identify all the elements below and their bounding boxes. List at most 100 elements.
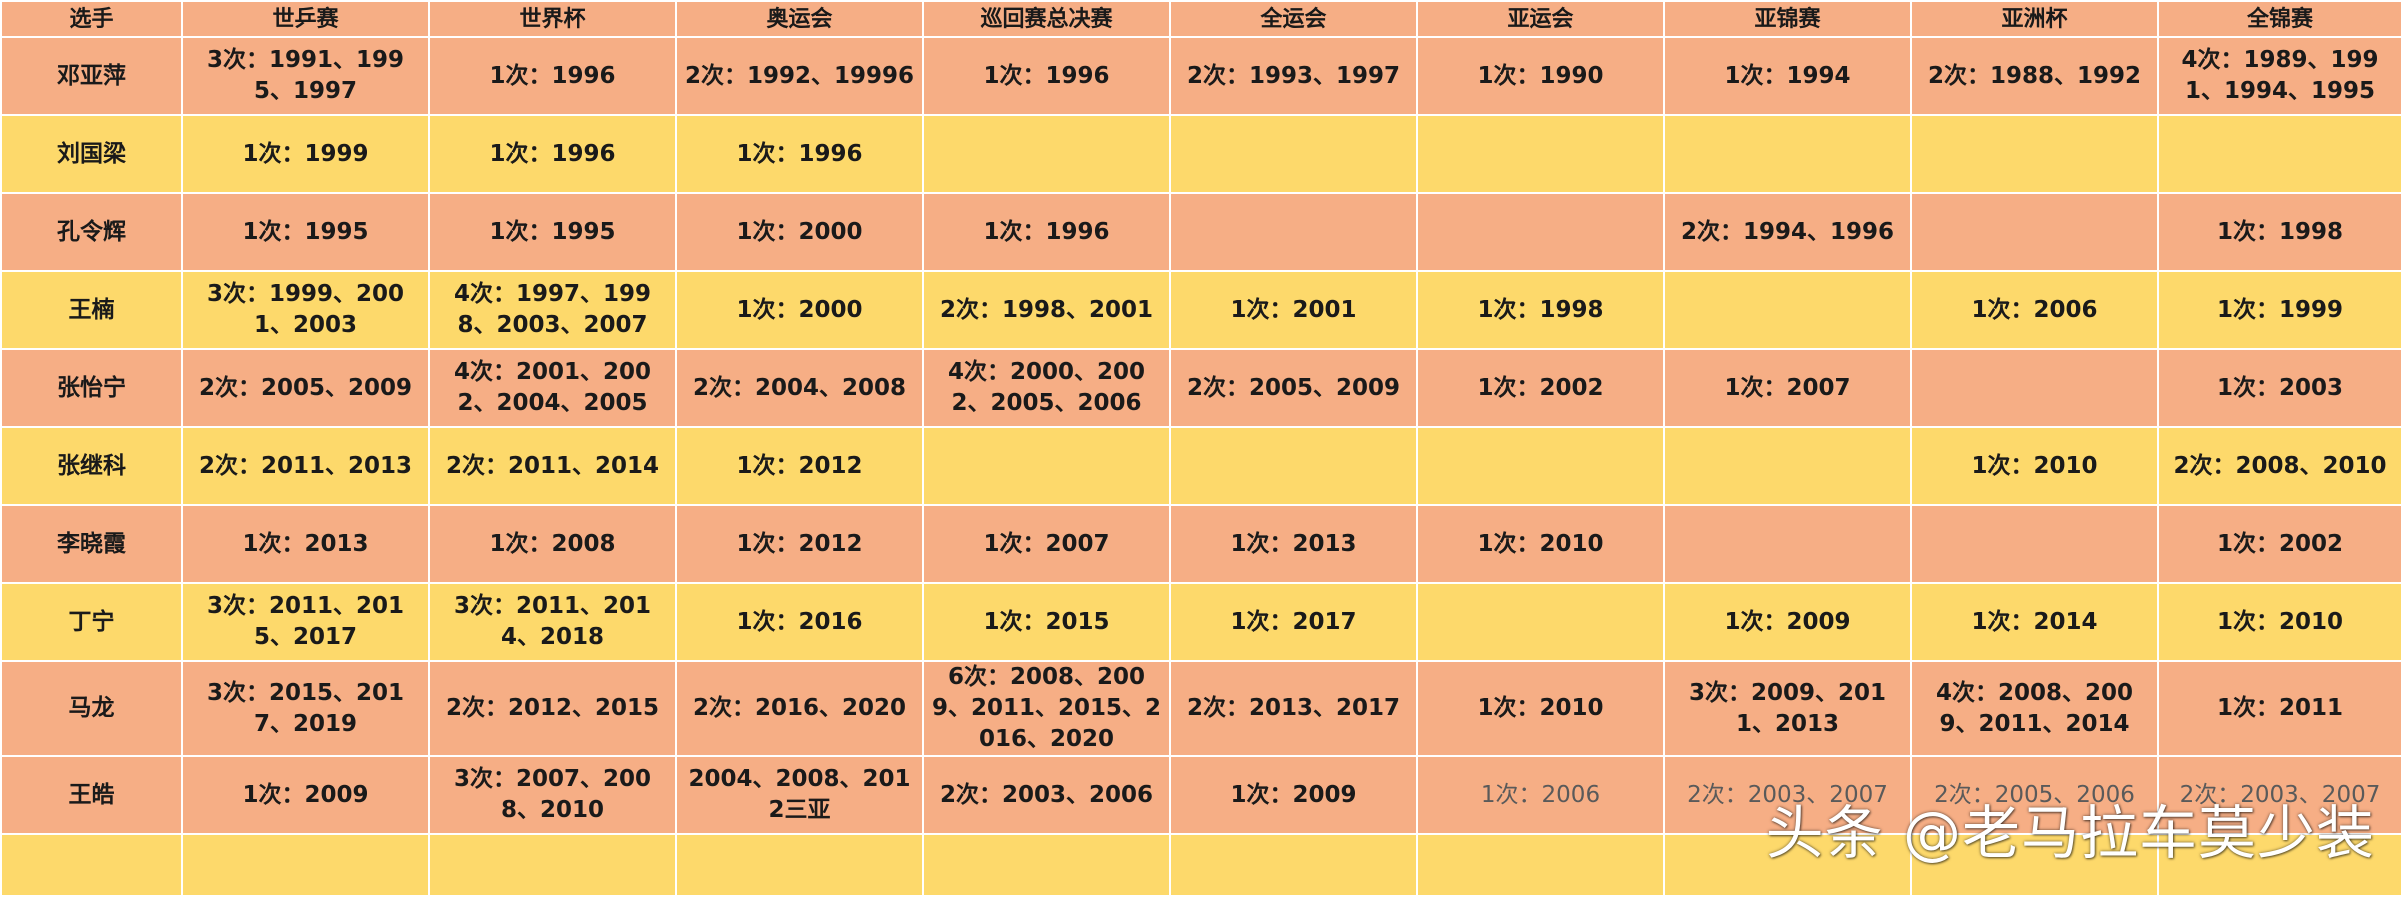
table-cell: 2次：2005、2009	[181, 348, 430, 428]
table-cell	[1910, 348, 2159, 428]
table-cell	[922, 426, 1171, 506]
header-asian-games: 亚运会	[1416, 0, 1665, 38]
header-world-championships: 世乒赛	[181, 0, 430, 38]
table-cell: 2次：2005、2006	[1910, 755, 2159, 835]
table-cell: 1次：1995	[181, 192, 430, 272]
table-cell	[1663, 426, 1912, 506]
table-cell	[675, 833, 924, 897]
table-cell: 1次：2000	[675, 270, 924, 350]
table-cell: 3次：1999、2001、2003	[181, 270, 430, 350]
table-cell: 2次：2016、2020	[675, 660, 924, 757]
table-cell: 2次：1992、19996	[675, 36, 924, 116]
table-row: 孔令辉 1次：1995 1次：1995 1次：2000 1次：1996 2次：1…	[0, 192, 2401, 272]
table-cell: 1次：2000	[675, 192, 924, 272]
player-name: 丁宁	[0, 582, 183, 662]
player-name: 刘国梁	[0, 114, 183, 194]
table-cell: 1次：2009	[1169, 755, 1418, 835]
table-cell: 4次：2001、2002、2004、2005	[428, 348, 677, 428]
table-cell: 1次：2011	[2157, 660, 2401, 757]
table-cell: 1次：2017	[1169, 582, 1418, 662]
table-cell: 1次：2009	[1663, 582, 1912, 662]
table-row: 马龙 3次：2015、2017、2019 2次：2012、2015 2次：201…	[0, 660, 2401, 757]
table-cell: 1次：2002	[1416, 348, 1665, 428]
table-row: 王皓 1次：2009 3次：2007、2008、2010 2004、2008、2…	[0, 755, 2401, 835]
table-cell	[1169, 192, 1418, 272]
table-cell: 4次：2008、2009、2011、2014	[1910, 660, 2159, 757]
table-cell: 1次：2006	[1910, 270, 2159, 350]
table-cell	[922, 114, 1171, 194]
table-row: 王楠 3次：1999、2001、2003 4次：1997、1998、2003、2…	[0, 270, 2401, 350]
table-row: 李晓霞 1次：2013 1次：2008 1次：2012 1次：2007 1次：2…	[0, 504, 2401, 584]
header-world-cup: 世界杯	[428, 0, 677, 38]
table-cell: 1次：2008	[428, 504, 677, 584]
table-row	[0, 833, 2401, 897]
table-cell: 1次：1996	[922, 192, 1171, 272]
table-cell: 2次：1994、1996	[1663, 192, 1912, 272]
table-cell	[1416, 192, 1665, 272]
player-name: 张继科	[0, 426, 183, 506]
table-cell	[1663, 114, 1912, 194]
header-national-games: 全运会	[1169, 0, 1418, 38]
header-row: 选手 世乒赛 世界杯 奥运会 巡回赛总决赛 全运会 亚运会 亚锦赛 亚洲杯 全锦…	[0, 0, 2401, 38]
table-cell: 4次：1989、1991、1994、1995	[2157, 36, 2401, 116]
table-cell: 1次：2016	[675, 582, 924, 662]
table-cell: 1次：2013	[1169, 504, 1418, 584]
table-cell	[1910, 504, 2159, 584]
table-cell	[1663, 270, 1912, 350]
table-row: 刘国梁 1次：1999 1次：1996 1次：1996	[0, 114, 2401, 194]
table-cell: 2次：2004、2008	[675, 348, 924, 428]
table-cell	[428, 833, 677, 897]
table-cell: 1次：1996	[922, 36, 1171, 116]
table-cell: 1次：2012	[675, 504, 924, 584]
table-cell: 3次：1991、1995、1997	[181, 36, 430, 116]
table-cell: 1次：1990	[1416, 36, 1665, 116]
table-cell: 2次：1998、2001	[922, 270, 1171, 350]
table-cell	[1910, 833, 2159, 897]
table-cell: 1次：2007	[922, 504, 1171, 584]
table-cell: 2次：2003、2007	[1663, 755, 1912, 835]
table-cell	[181, 833, 430, 897]
table-cell: 1次：2003	[2157, 348, 2401, 428]
table-cell: 1次：2014	[1910, 582, 2159, 662]
table-cell: 1次：2013	[181, 504, 430, 584]
table-row: 张继科 2次：2011、2013 2次：2011、2014 1次：2012 1次…	[0, 426, 2401, 506]
table-cell: 3次：2007、2008、2010	[428, 755, 677, 835]
table-cell	[1910, 114, 2159, 194]
player-name: 孔令辉	[0, 192, 183, 272]
table-cell: 1次：2010	[1416, 660, 1665, 757]
header-national-championships: 全锦赛	[2157, 0, 2401, 38]
table-cell: 2次：2005、2009	[1169, 348, 1418, 428]
table-cell: 2次：1993、1997	[1169, 36, 1418, 116]
header-olympics: 奥运会	[675, 0, 924, 38]
player-name: 李晓霞	[0, 504, 183, 584]
table-cell: 4次：1997、1998、2003、2007	[428, 270, 677, 350]
table-cell: 1次：2001	[1169, 270, 1418, 350]
table-cell: 2次：2011、2013	[181, 426, 430, 506]
table-cell: 4次：2000、2002、2005、2006	[922, 348, 1171, 428]
table-cell: 6次：2008、2009、2011、2015、2016、2020	[922, 660, 1171, 757]
table-cell	[1169, 426, 1418, 506]
player-name: 邓亚萍	[0, 36, 183, 116]
table-cell: 1次：1999	[181, 114, 430, 194]
table-cell: 2次：2013、2017	[1169, 660, 1418, 757]
table-cell: 1次：1998	[2157, 192, 2401, 272]
table-cell: 1次：2015	[922, 582, 1171, 662]
table-cell: 1次：2010	[1416, 504, 1665, 584]
table-cell: 1次：1996	[428, 36, 677, 116]
player-name: 张怡宁	[0, 348, 183, 428]
table-cell: 1次：1998	[1416, 270, 1665, 350]
table-cell	[2157, 833, 2401, 897]
header-asian-cup: 亚洲杯	[1910, 0, 2159, 38]
table-cell	[1416, 833, 1665, 897]
table-row: 邓亚萍 3次：1991、1995、1997 1次：1996 2次：1992、19…	[0, 36, 2401, 116]
table-cell: 2次：2011、2014	[428, 426, 677, 506]
table-cell	[1169, 114, 1418, 194]
table-cell: 1次：1994	[1663, 36, 1912, 116]
table-cell: 2次：2008、2010	[2157, 426, 2401, 506]
header-player: 选手	[0, 0, 183, 38]
table-cell: 2次：2012、2015	[428, 660, 677, 757]
table-cell: 1次：1999	[2157, 270, 2401, 350]
table-cell: 2次：1988、1992	[1910, 36, 2159, 116]
table-cell: 1次：2010	[2157, 582, 2401, 662]
